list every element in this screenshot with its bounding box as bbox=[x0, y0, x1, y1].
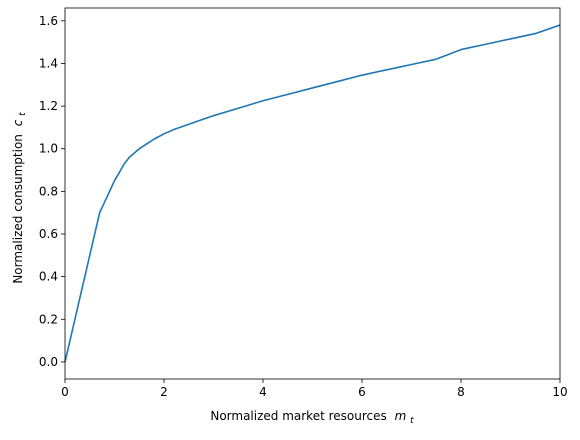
x-tick-label-4: 8 bbox=[457, 385, 465, 399]
y-axis-label-sub: t bbox=[18, 112, 28, 116]
x-tick-label-3: 6 bbox=[358, 385, 366, 399]
y-axis-label-math: c bbox=[11, 119, 25, 126]
y-tick-label-1: 0.2 bbox=[39, 312, 58, 326]
axes: 0 2 4 6 8 10 0.0 0.2 0.4 0.6 0.8 1.0 1.2 1.4 1.6 bbox=[39, 7, 568, 399]
x-axis-label-text: Normalized market resources bbox=[210, 409, 386, 423]
x-axis-label-math: m bbox=[395, 409, 407, 423]
y-tick-label-0: 0.0 bbox=[39, 355, 58, 369]
y-tick-label-3: 0.6 bbox=[39, 227, 58, 241]
x-tick-label-0: 0 bbox=[61, 385, 69, 399]
x-tick-label-5: 10 bbox=[552, 385, 567, 399]
plot-area bbox=[64, 24, 561, 363]
y-tick-label-8: 1.6 bbox=[39, 14, 58, 28]
x-tick-label-1: 2 bbox=[160, 385, 168, 399]
y-tick-label-2: 0.4 bbox=[39, 270, 58, 284]
series-line-0 bbox=[64, 24, 561, 363]
y-tick-label-6: 1.2 bbox=[39, 99, 58, 113]
y-axis-label: Normalized consumption c t bbox=[11, 112, 28, 284]
y-tick-label-7: 1.4 bbox=[39, 56, 58, 70]
y-tick-label-5: 1.0 bbox=[39, 142, 58, 156]
axes-frame bbox=[64, 7, 561, 380]
x-tick-label-2: 4 bbox=[259, 385, 267, 399]
y-axis-label-text: Normalized consumption bbox=[11, 134, 25, 284]
x-axis-label-sub: t bbox=[410, 416, 414, 426]
x-axis-label: Normalized market resources m t bbox=[210, 409, 414, 426]
y-tick-label-4: 0.8 bbox=[39, 184, 58, 198]
